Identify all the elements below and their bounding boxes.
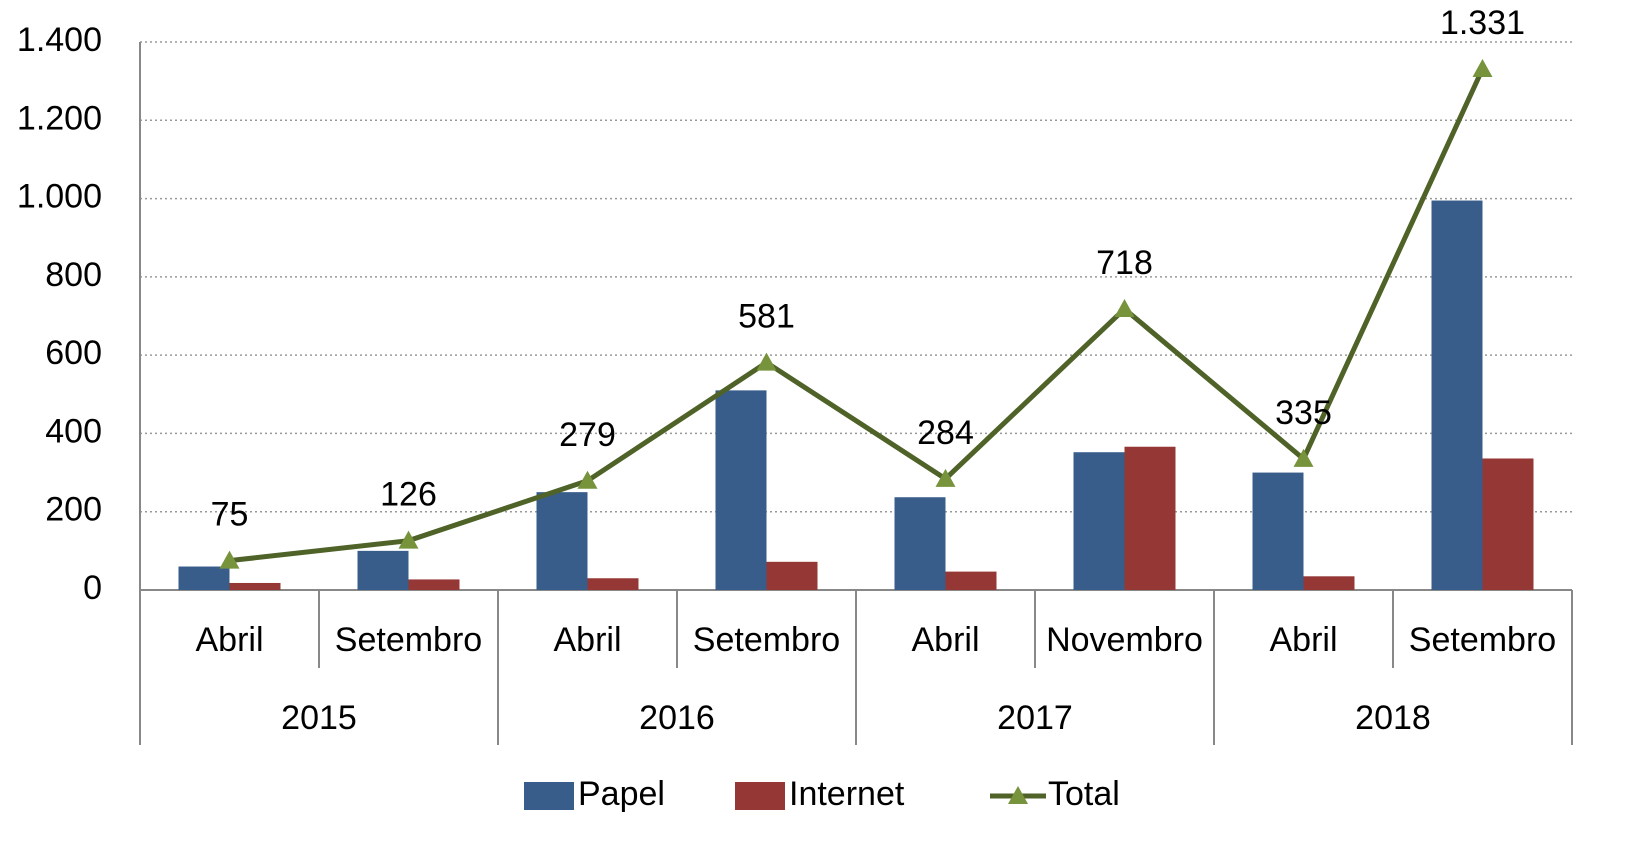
bar: [1124, 446, 1176, 590]
bar: [1252, 472, 1304, 590]
marker: [1114, 298, 1135, 317]
data-label: 279: [559, 416, 616, 454]
x-tick-label: Novembro: [1046, 621, 1203, 659]
data-label: 284: [917, 414, 974, 452]
x-tick-label: Abril: [195, 621, 263, 659]
legend-label: Internet: [789, 775, 905, 813]
bar: [1482, 458, 1534, 590]
marker: [577, 470, 598, 489]
marker: [219, 550, 240, 569]
x-tick-label: Abril: [1269, 621, 1337, 659]
group-label: 2015: [281, 699, 357, 737]
x-tick-label: Setembro: [693, 621, 840, 659]
marker: [1293, 448, 1314, 467]
y-tick-label: 1.400: [17, 21, 102, 59]
data-label: 1.331: [1440, 4, 1525, 42]
y-tick-label: 1.200: [17, 99, 102, 137]
bar: [178, 566, 230, 590]
legend-swatch: [735, 782, 785, 810]
bar: [357, 550, 409, 590]
y-tick-label: 0: [83, 569, 102, 607]
bar: [1073, 452, 1125, 590]
marker: [935, 468, 956, 487]
y-tick-label: 1.000: [17, 178, 102, 216]
line: [229, 67, 1485, 564]
group-label: 2016: [639, 699, 715, 737]
data-label: 126: [380, 476, 437, 514]
bar: [1431, 200, 1483, 590]
bar: [945, 571, 997, 590]
x-tick-label: Abril: [911, 621, 979, 659]
x-tick-label: Abril: [553, 621, 621, 659]
bar: [536, 492, 588, 590]
data-label: 75: [211, 496, 249, 534]
y-tick-label: 400: [45, 412, 102, 450]
marker: [756, 352, 777, 371]
bar: [408, 579, 460, 590]
marker: [398, 530, 419, 549]
legend-label: Total: [1048, 775, 1120, 813]
group-label: 2018: [1355, 699, 1431, 737]
marker: [1472, 59, 1493, 78]
group-label: 2017: [997, 699, 1073, 737]
bar: [715, 390, 767, 590]
bar: [894, 497, 946, 590]
legend-swatch: [524, 782, 574, 810]
y-tick-label: 600: [45, 334, 102, 372]
data-label: 335: [1275, 394, 1332, 432]
bar: [766, 561, 818, 590]
legend-marker: [1008, 786, 1028, 804]
data-label: 718: [1096, 244, 1153, 282]
x-tick-label: Setembro: [1409, 621, 1556, 659]
bar: [229, 582, 281, 590]
y-tick-label: 800: [45, 256, 102, 294]
legend-label: Papel: [578, 775, 665, 813]
bar: [587, 578, 639, 590]
bar: [1303, 576, 1355, 590]
data-label: 581: [738, 298, 795, 336]
y-tick-label: 200: [45, 491, 102, 529]
x-tick-label: Setembro: [335, 621, 482, 659]
